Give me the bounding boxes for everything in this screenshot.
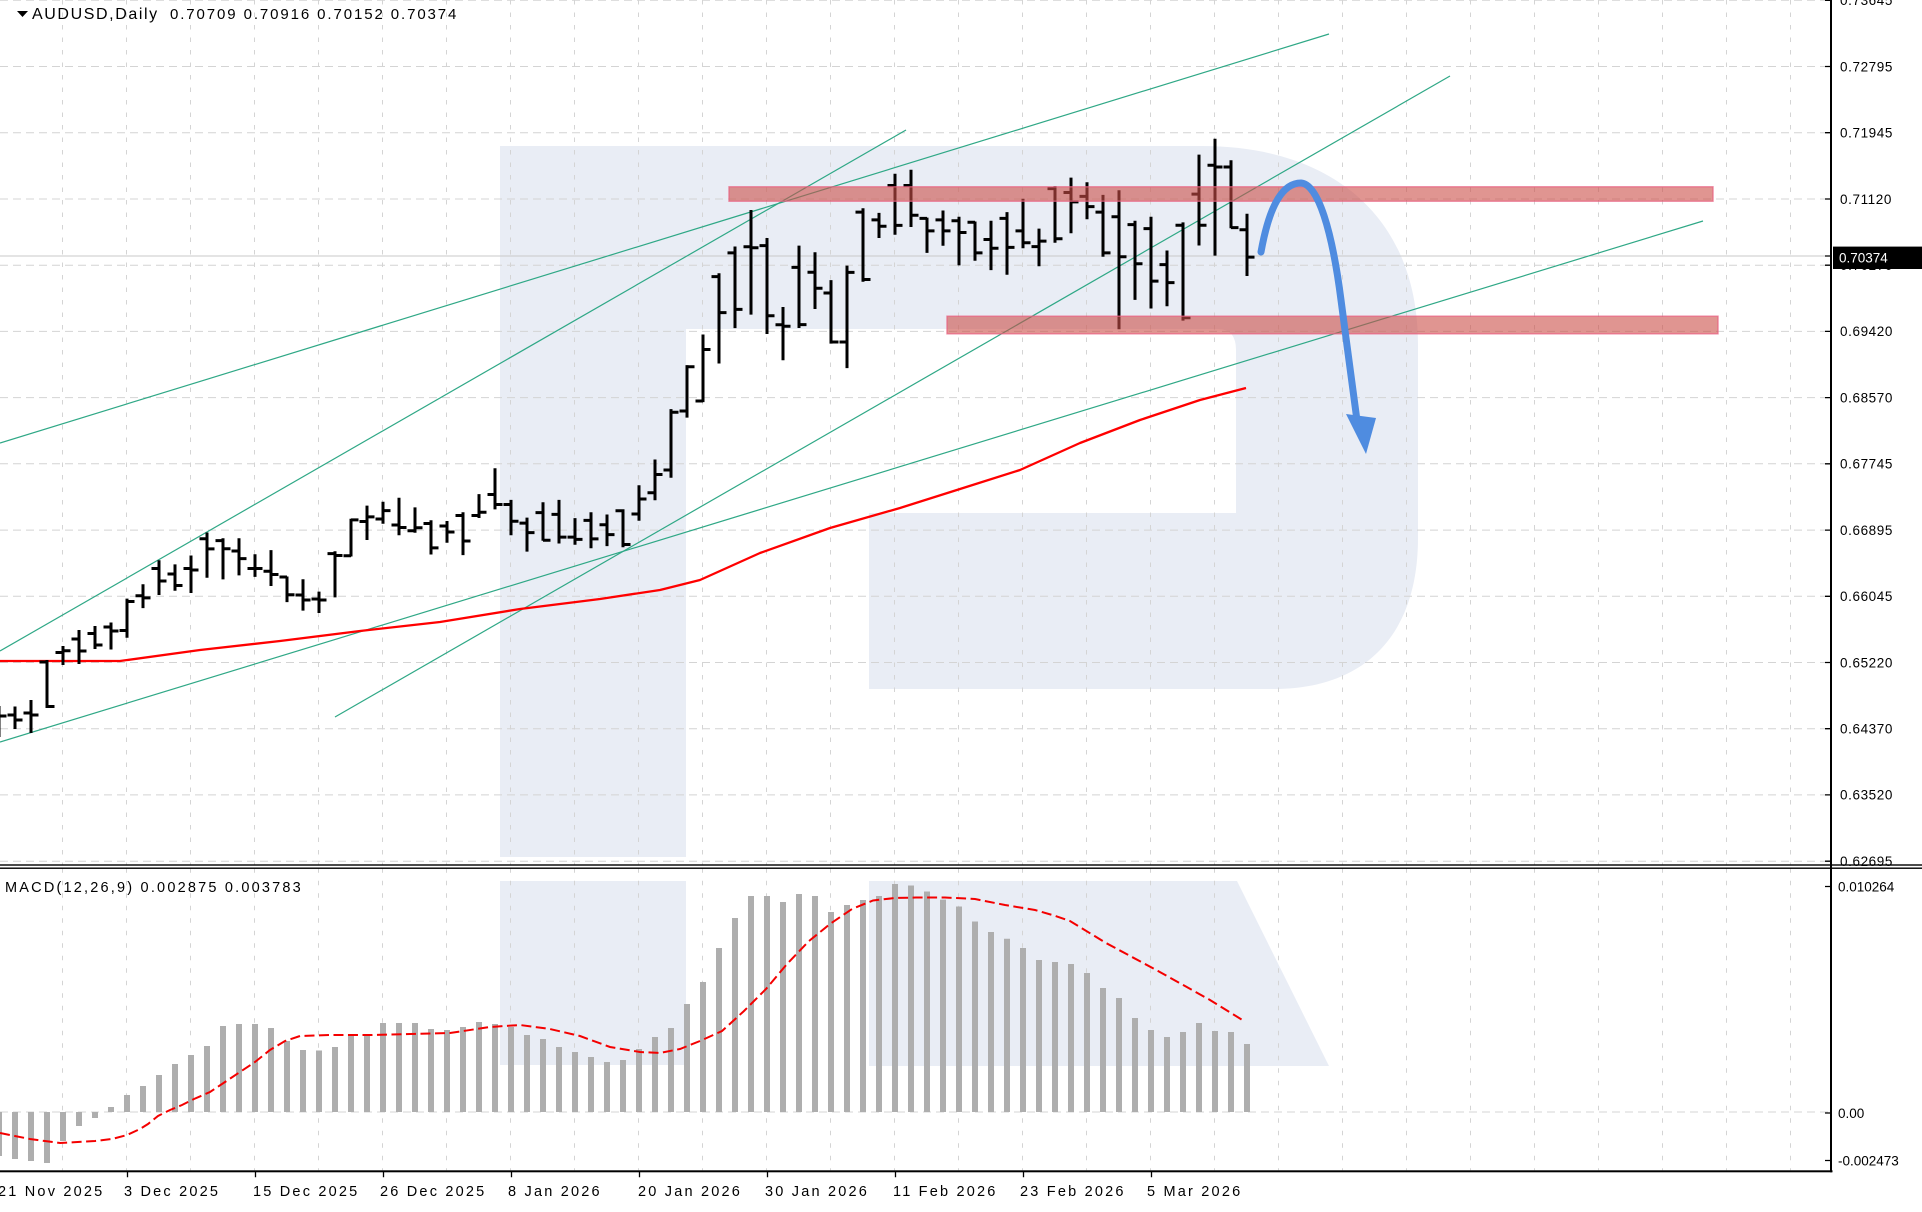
svg-text:0.65220: 0.65220 xyxy=(1840,655,1893,670)
svg-text:30 Jan 2026: 30 Jan 2026 xyxy=(765,1184,869,1200)
svg-text:0.70374: 0.70374 xyxy=(1839,251,1888,266)
svg-text:8 Jan 2026: 8 Jan 2026 xyxy=(508,1184,602,1200)
svg-text:0.64370: 0.64370 xyxy=(1840,722,1893,737)
svg-text:5 Mar 2026: 5 Mar 2026 xyxy=(1147,1184,1242,1200)
svg-text:26 Dec 2025: 26 Dec 2025 xyxy=(380,1184,486,1200)
svg-text:AUDUSD,Daily: AUDUSD,Daily xyxy=(32,6,159,23)
svg-text:0.62695: 0.62695 xyxy=(1840,854,1893,869)
svg-text:0.70709 0.70916 0.70152 0.7037: 0.70709 0.70916 0.70152 0.70374 xyxy=(170,6,458,23)
svg-text:0.69420: 0.69420 xyxy=(1840,324,1893,339)
svg-text:0.66895: 0.66895 xyxy=(1840,523,1893,538)
svg-text:-0.002473: -0.002473 xyxy=(1838,1153,1899,1168)
svg-text:0.71945: 0.71945 xyxy=(1840,126,1893,141)
svg-text:MACD(12,26,9) 0.002875 0.00378: MACD(12,26,9) 0.002875 0.003783 xyxy=(5,880,303,896)
svg-text:0.63520: 0.63520 xyxy=(1840,788,1893,803)
svg-text:11 Feb 2026: 11 Feb 2026 xyxy=(893,1184,998,1200)
svg-text:0.010264: 0.010264 xyxy=(1838,879,1895,894)
svg-text:0.73645: 0.73645 xyxy=(1840,0,1893,8)
svg-text:0.66045: 0.66045 xyxy=(1840,589,1893,604)
svg-text:0.67745: 0.67745 xyxy=(1840,457,1893,472)
svg-text:23 Feb 2026: 23 Feb 2026 xyxy=(1020,1184,1126,1200)
svg-text:20 Jan 2026: 20 Jan 2026 xyxy=(638,1184,742,1200)
svg-text:3 Dec 2025: 3 Dec 2025 xyxy=(124,1184,220,1200)
svg-text:15 Dec 2025: 15 Dec 2025 xyxy=(253,1184,359,1200)
svg-text:21 Nov 2025: 21 Nov 2025 xyxy=(0,1184,104,1200)
svg-text:0.00: 0.00 xyxy=(1838,1106,1864,1121)
svg-text:0.71120: 0.71120 xyxy=(1840,192,1892,207)
svg-text:0.72795: 0.72795 xyxy=(1840,59,1893,74)
svg-text:0.68570: 0.68570 xyxy=(1840,390,1893,405)
